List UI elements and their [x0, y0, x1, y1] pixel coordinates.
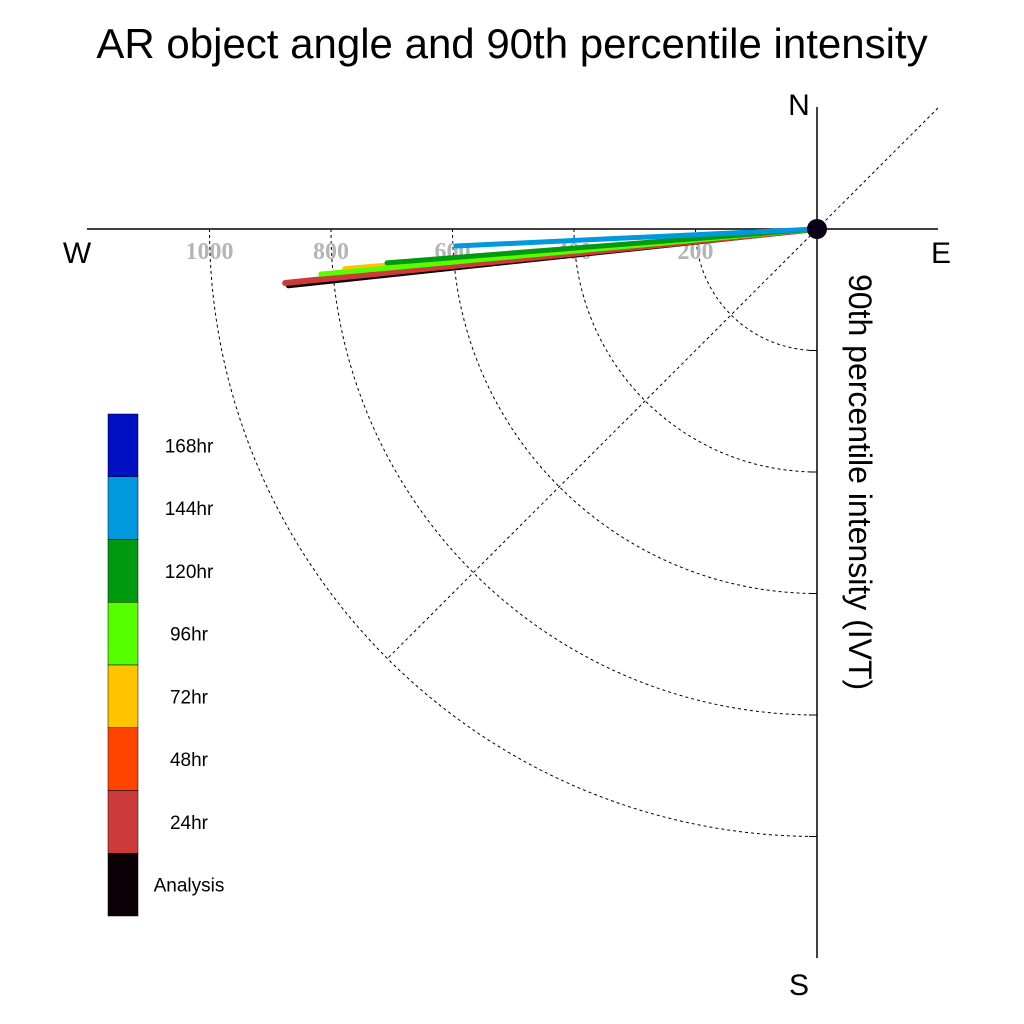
legend-swatch [107, 853, 139, 917]
legend-label: 168hr [165, 436, 214, 457]
grid-arc-800 [330, 228, 818, 716]
legend-label: 24hr [170, 813, 209, 834]
intensity-vectors [282, 226, 820, 289]
legend-swatch [107, 539, 139, 603]
legend-label: 48hr [170, 750, 209, 771]
legend-label: 96hr [170, 625, 209, 646]
polar-grid [209, 107, 939, 837]
y-axis-label: 90th percentile intensity (IVT) [842, 274, 878, 690]
origin-marker [807, 219, 827, 239]
legend-label: 144hr [165, 499, 214, 520]
radial-tick-label: 1000 [186, 239, 234, 265]
legend: 168hr 144hr 120hr 96hr 72hr 48hr 24hr Analysis [107, 413, 225, 917]
legend-label: 72hr [170, 687, 209, 708]
grid-diagonal [387, 107, 939, 659]
legend-swatch [107, 664, 139, 728]
compass-west-label: W [63, 237, 92, 270]
legend-label: Analysis [154, 876, 225, 897]
legend-swatch [107, 602, 139, 666]
legend-swatch [107, 790, 139, 854]
grid-arc-400 [573, 228, 818, 473]
compass-north-label: N [788, 89, 810, 122]
legend-label: 120hr [165, 562, 214, 583]
legend-swatch [107, 727, 139, 791]
radial-tick-label: 800 [313, 239, 349, 265]
grid-arc-1000 [209, 228, 818, 837]
chart-title: AR object angle and 90th percentile inte… [96, 20, 927, 67]
legend-swatch [107, 413, 139, 477]
compass-south-label: S [789, 969, 809, 1002]
legend-swatch [107, 476, 139, 540]
grid-arc-200 [695, 228, 818, 351]
grid-arc-600 [452, 228, 818, 594]
compass-east-label: E [931, 237, 951, 270]
vector-144hr [453, 226, 820, 249]
